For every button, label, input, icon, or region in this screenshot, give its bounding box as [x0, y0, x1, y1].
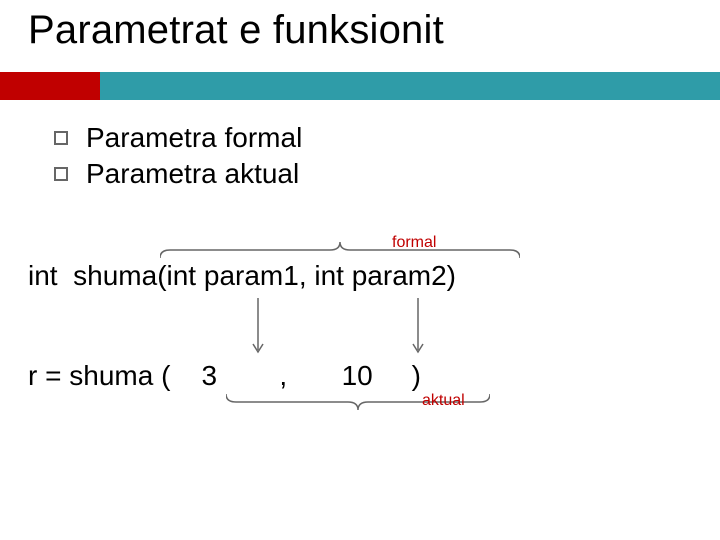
underline-teal-segment [100, 72, 720, 100]
function-name: shuma [73, 260, 157, 291]
title-underline [0, 72, 720, 100]
call-arg2: 10 [342, 360, 373, 391]
aktual-annotation: aktual [422, 392, 465, 410]
open-paren: ( [161, 360, 170, 391]
arrow-down-icon [252, 298, 264, 358]
slide: Parametrat e funksionit Parametra formal… [0, 0, 720, 540]
function-signature: int shuma(int param1, int param2) [28, 260, 456, 292]
param2-name: param2 [352, 260, 447, 291]
comma: , [279, 360, 287, 391]
list-item: Parametra aktual [54, 158, 302, 190]
call-fn-name: shuma [69, 360, 153, 391]
square-bullet-icon [54, 167, 68, 181]
equals-sign: = [45, 360, 61, 391]
call-lhs: r [28, 360, 37, 391]
underline-red-segment [0, 72, 100, 100]
list-item: Parametra formal [54, 122, 302, 154]
bullet-label: Parametra aktual [86, 158, 299, 190]
param2-type: int [314, 260, 344, 291]
return-type: int [28, 260, 58, 291]
function-call: r = shuma ( 3 , 10 ) [28, 360, 421, 392]
bullet-list: Parametra formal Parametra aktual [54, 122, 302, 194]
bullet-label: Parametra formal [86, 122, 302, 154]
close-paren: ) [412, 360, 421, 391]
param1-name: param1 [204, 260, 299, 291]
page-title: Parametrat e funksionit [28, 8, 444, 53]
square-bullet-icon [54, 131, 68, 145]
arrow-down-icon [412, 298, 424, 358]
formal-annotation: formal [392, 234, 436, 252]
call-arg1: 3 [202, 360, 218, 391]
param1-type: int [167, 260, 197, 291]
brace-top-icon [160, 240, 520, 260]
